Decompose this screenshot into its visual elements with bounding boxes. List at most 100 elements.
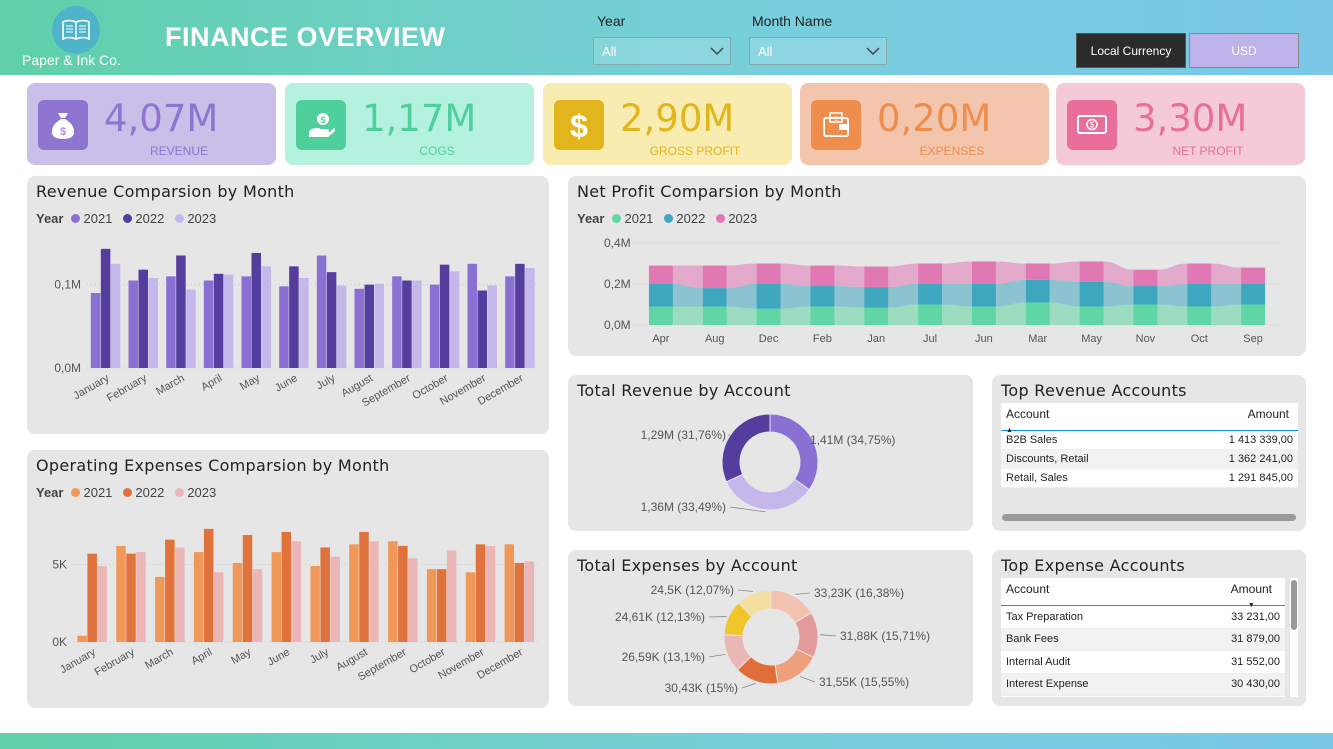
bar-segment[interactable]: [918, 263, 943, 285]
bar[interactable]: [330, 556, 340, 642]
table-row[interactable]: Interest Expense 30 430,00: [1001, 673, 1285, 696]
bar[interactable]: [310, 566, 320, 642]
bar[interactable]: [155, 576, 165, 642]
bar[interactable]: [426, 569, 437, 642]
bar[interactable]: [165, 539, 175, 642]
bar[interactable]: [487, 285, 498, 369]
bar[interactable]: [388, 541, 398, 642]
bar[interactable]: [128, 280, 139, 369]
bar[interactable]: [176, 255, 186, 369]
bar[interactable]: [261, 266, 272, 368]
bar-segment[interactable]: [756, 284, 781, 309]
bar[interactable]: [232, 562, 243, 642]
donut-slice[interactable]: [774, 648, 815, 685]
bar-segment[interactable]: [1133, 269, 1158, 287]
bar[interactable]: [241, 276, 252, 368]
bar-segment[interactable]: [864, 307, 889, 325]
bar-segment[interactable]: [1133, 286, 1158, 305]
bar-segment[interactable]: [864, 266, 889, 288]
legend-item[interactable]: 2021: [71, 485, 112, 500]
legend-item[interactable]: 2023: [175, 211, 216, 226]
bar[interactable]: [166, 276, 176, 368]
legend-item[interactable]: 2021: [71, 211, 112, 226]
bar[interactable]: [504, 544, 515, 642]
bar[interactable]: [138, 269, 149, 368]
bar-segment[interactable]: [1079, 261, 1104, 282]
bar-segment[interactable]: [1133, 304, 1158, 326]
legend-item[interactable]: 2022: [664, 211, 705, 226]
bar-segment[interactable]: [1079, 306, 1104, 325]
bar[interactable]: [515, 263, 525, 368]
table-row[interactable]: Bank Fees 31 879,00: [1001, 628, 1285, 651]
bar[interactable]: [439, 264, 450, 368]
bar-segment[interactable]: [1079, 281, 1104, 307]
table-row[interactable]: Retail, Sales 1 291 845,00: [1001, 469, 1298, 488]
bar[interactable]: [281, 531, 292, 642]
year-slicer[interactable]: All: [593, 37, 731, 65]
bar[interactable]: [485, 545, 496, 642]
donut-slice[interactable]: [769, 413, 819, 491]
bar-segment[interactable]: [971, 261, 996, 284]
bar[interactable]: [359, 531, 369, 642]
bar[interactable]: [100, 248, 111, 368]
horizontal-scrollbar[interactable]: [1002, 514, 1296, 521]
bar[interactable]: [242, 535, 253, 642]
bar[interactable]: [477, 290, 488, 369]
bar-segment[interactable]: [810, 286, 835, 307]
table-row[interactable]: Discounts, Retail 1 362 241,00: [1001, 450, 1298, 469]
legend-item[interactable]: 2021: [612, 211, 653, 226]
bar[interactable]: [77, 635, 87, 642]
bar[interactable]: [289, 266, 299, 368]
bar[interactable]: [271, 552, 282, 642]
bar[interactable]: [223, 274, 234, 368]
bar-segment[interactable]: [702, 288, 727, 307]
bar[interactable]: [213, 572, 224, 642]
bar-segment[interactable]: [1025, 263, 1050, 280]
bar[interactable]: [349, 544, 359, 642]
bar-segment[interactable]: [1241, 284, 1266, 305]
usd-button[interactable]: USD: [1189, 33, 1299, 68]
bar[interactable]: [136, 552, 146, 642]
bar[interactable]: [126, 553, 136, 642]
bar-segment[interactable]: [1187, 284, 1212, 307]
bar[interactable]: [326, 272, 337, 368]
bar[interactable]: [148, 278, 159, 368]
bar-segment[interactable]: [648, 284, 673, 307]
bar[interactable]: [213, 273, 224, 368]
table-row[interactable]: Tax Preparation 33 231,00: [1001, 606, 1285, 629]
bar[interactable]: [436, 569, 447, 642]
column-header-account[interactable]: Account: [1006, 582, 1050, 596]
legend-item[interactable]: 2023: [716, 211, 757, 226]
local-currency-button[interactable]: Local Currency: [1076, 33, 1186, 68]
bar-segment[interactable]: [1241, 304, 1266, 326]
bar[interactable]: [467, 263, 478, 368]
legend-item[interactable]: 2023: [175, 485, 216, 500]
bar-segment[interactable]: [1187, 263, 1212, 285]
bar[interactable]: [505, 276, 515, 368]
bar[interactable]: [475, 544, 486, 642]
bar[interactable]: [203, 528, 214, 642]
bar[interactable]: [193, 552, 204, 642]
bar[interactable]: [175, 547, 185, 642]
legend-item[interactable]: 2022: [123, 485, 164, 500]
bar-segment[interactable]: [756, 308, 781, 325]
bar[interactable]: [97, 566, 107, 642]
bar-segment[interactable]: [918, 304, 943, 326]
table-row[interactable]: B2B Sales 1 413 339,00: [1001, 431, 1298, 450]
bar[interactable]: [446, 550, 457, 642]
bar[interactable]: [203, 280, 214, 369]
donut-slice[interactable]: [721, 413, 771, 483]
bar[interactable]: [336, 285, 347, 369]
bar[interactable]: [374, 283, 385, 368]
column-header-account[interactable]: Account ▲: [1006, 407, 1050, 434]
bar[interactable]: [392, 276, 402, 368]
vertical-scrollbar[interactable]: [1290, 578, 1298, 697]
scrollbar-thumb[interactable]: [1291, 580, 1297, 630]
bar[interactable]: [465, 572, 476, 642]
bar[interactable]: [402, 280, 412, 369]
table-row[interactable]: Internal Audit 31 552,00: [1001, 651, 1285, 674]
bar[interactable]: [252, 569, 263, 642]
bar[interactable]: [354, 288, 365, 368]
bar-segment[interactable]: [702, 306, 727, 325]
bar[interactable]: [364, 284, 375, 368]
